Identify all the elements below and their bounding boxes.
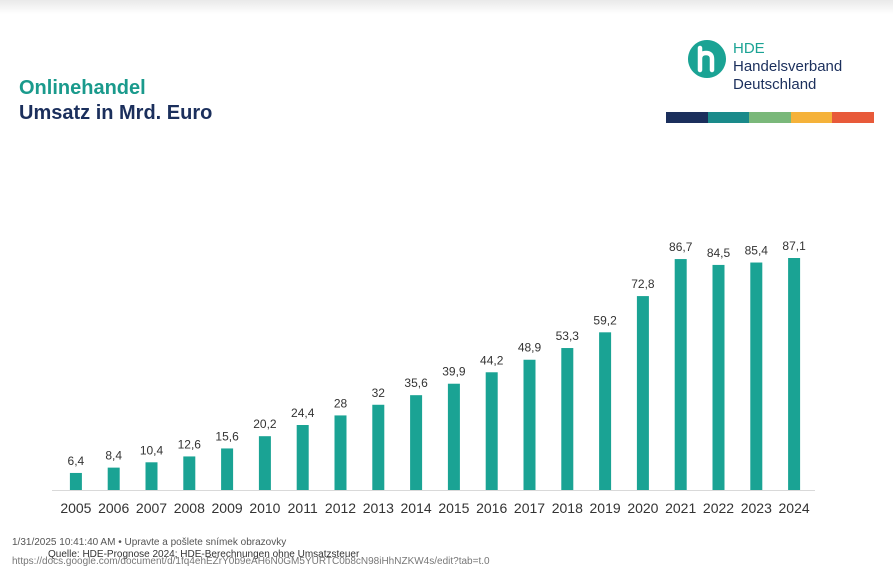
value-label-2019: 59,2 <box>593 313 617 327</box>
value-label-2015: 39,9 <box>442 365 466 379</box>
value-label-2017: 48,9 <box>518 341 542 355</box>
logo-stripe-3 <box>749 112 791 123</box>
bar-2010 <box>258 436 271 490</box>
year-label-2024: 2024 <box>779 500 810 516</box>
bar-2005 <box>69 472 82 490</box>
year-label-2005: 2005 <box>60 500 91 516</box>
value-label-2011: 24,4 <box>291 406 315 420</box>
logo-stripe-2 <box>707 112 750 123</box>
bar-2016 <box>485 372 498 490</box>
screenshot-note: 1/31/2025 10:41:40 AM • Upravte a pošlet… <box>12 537 287 548</box>
value-label-2020: 72,8 <box>631 277 655 291</box>
bar-2015 <box>447 383 460 490</box>
year-label-2014: 2014 <box>401 500 432 516</box>
logo-stripe-5 <box>832 112 874 123</box>
bar-2020 <box>636 296 649 490</box>
bar-2007 <box>145 462 158 490</box>
value-label-2016: 44,2 <box>480 353 504 367</box>
logo-stripe-4 <box>790 112 833 123</box>
logo-handelsverband: Handelsverband <box>733 58 843 75</box>
bar-2014 <box>410 395 423 490</box>
year-label-2006: 2006 <box>98 500 129 516</box>
logo-stripe-1 <box>666 112 708 123</box>
bar-2008 <box>183 456 196 490</box>
year-label-2020: 2020 <box>627 500 658 516</box>
hde-logo-text: HDE Handelsverband Deutschland <box>733 40 842 94</box>
slide-title: Onlinehandel Umsatz in Mrd. Euro <box>19 76 212 126</box>
year-label-2008: 2008 <box>174 500 205 516</box>
title-umsatz: Umsatz in Mrd. Euro <box>19 102 213 124</box>
bar-2018 <box>561 348 574 490</box>
year-label-2010: 2010 <box>249 500 280 516</box>
title-onlinehandel: Onlinehandel <box>19 77 146 99</box>
bar-2021 <box>674 259 687 490</box>
value-label-2009: 15,6 <box>215 429 239 443</box>
year-label-2013: 2013 <box>363 500 394 516</box>
value-label-2013: 32 <box>372 386 386 400</box>
bar-2017 <box>523 359 536 490</box>
logo-deutschland: Deutschland <box>733 76 817 93</box>
value-label-2018: 53,3 <box>556 329 580 343</box>
bar-2009 <box>221 448 234 490</box>
hde-logo-mark-icon <box>688 40 726 78</box>
value-label-2005: 6,4 <box>68 454 85 468</box>
year-label-2015: 2015 <box>438 500 469 516</box>
bar-2006 <box>107 467 120 490</box>
logo-color-stripes <box>666 112 874 123</box>
value-label-2021: 86,7 <box>669 240 693 254</box>
value-label-2014: 35,6 <box>404 376 428 390</box>
value-label-2024: 87,1 <box>782 239 806 253</box>
bar-2023 <box>750 262 763 490</box>
bar-2013 <box>372 404 385 490</box>
value-label-2010: 20,2 <box>253 417 277 431</box>
year-label-2016: 2016 <box>476 500 507 516</box>
year-label-2009: 2009 <box>212 500 243 516</box>
year-label-2023: 2023 <box>741 500 772 516</box>
year-label-2021: 2021 <box>665 500 696 516</box>
value-label-2008: 12,6 <box>178 437 202 451</box>
value-label-2012: 28 <box>334 396 348 410</box>
year-label-2022: 2022 <box>703 500 734 516</box>
bar-2022 <box>712 264 725 490</box>
value-label-2007: 10,4 <box>140 443 164 457</box>
logo-hde: HDE <box>733 40 765 57</box>
year-label-2012: 2012 <box>325 500 356 516</box>
bar-2011 <box>296 425 309 490</box>
bar-2024 <box>788 258 801 490</box>
value-label-2006: 8,4 <box>105 449 122 463</box>
bar-2012 <box>334 415 347 490</box>
source-note: Quelle: HDE-Prognose 2024; HDE-Berechnun… <box>48 549 360 560</box>
value-label-2023: 85,4 <box>745 244 769 258</box>
year-label-2019: 2019 <box>590 500 621 516</box>
bar-2019 <box>599 332 612 490</box>
value-label-2022: 84,5 <box>707 246 731 260</box>
year-label-2018: 2018 <box>552 500 583 516</box>
year-label-2017: 2017 <box>514 500 545 516</box>
year-label-2011: 2011 <box>288 500 318 516</box>
page-url: https://docs.google.com/document/d/1fq4e… <box>12 556 490 567</box>
top-shadow-strip <box>0 0 893 14</box>
year-label-2007: 2007 <box>136 500 167 516</box>
